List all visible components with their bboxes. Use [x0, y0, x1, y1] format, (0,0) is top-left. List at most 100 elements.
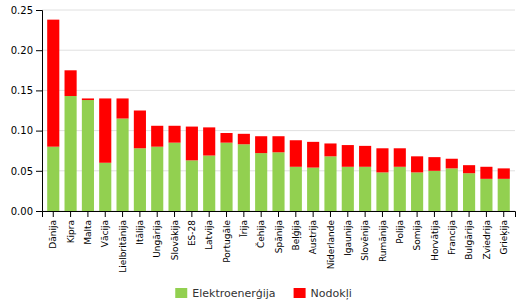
x-tick-label: Itālija: [135, 220, 145, 245]
bar: [168, 143, 180, 211]
x-tick-mark: [330, 211, 331, 217]
bar: [203, 156, 215, 211]
bar: [480, 179, 492, 211]
x-tick-mark: [382, 211, 383, 217]
bar: [117, 98, 129, 118]
bar: [151, 147, 163, 211]
bar: [359, 146, 371, 167]
y-tick-label: 0.20: [11, 45, 33, 56]
bar: [446, 168, 458, 211]
y-tick-mark: [36, 90, 42, 91]
x-tick-mark: [417, 211, 418, 217]
y-tick-label: 0.25: [11, 5, 33, 16]
x-tick-label: Somija: [412, 220, 422, 251]
x-tick-label: Spānija: [274, 220, 284, 253]
x-tick-mark: [451, 211, 452, 217]
bar: [47, 20, 59, 147]
y-tick-mark: [36, 171, 42, 172]
x-tick-mark: [87, 211, 88, 217]
bar: [428, 157, 440, 171]
x-tick-mark: [486, 211, 487, 217]
y-tick-label: 0.00: [11, 206, 33, 217]
series-bars: [47, 20, 510, 179]
x-tick: Spānija: [274, 211, 284, 253]
bar: [394, 167, 406, 211]
y-tick: 0.10: [11, 125, 42, 136]
bar: [498, 168, 510, 178]
x-tick-mark: [139, 211, 140, 217]
bar: [394, 148, 406, 166]
y-tick-label: 0.05: [11, 166, 33, 177]
x-tick: Slovākija: [170, 211, 180, 260]
x-axis: DānijaKipraMaltaVācijaLielbritānijaItāli…: [43, 211, 516, 273]
bar: [82, 100, 94, 211]
y-tick-mark: [36, 131, 42, 132]
bar: [151, 126, 163, 147]
grid-line: [42, 130, 515, 131]
y-tick: 0.00: [11, 206, 42, 217]
bar: [99, 98, 111, 162]
bar: [117, 119, 129, 211]
bar: [220, 133, 232, 143]
x-tick-mark: [295, 211, 296, 217]
bar: [238, 134, 250, 144]
bar: [428, 171, 440, 211]
x-tick: Ungārija: [152, 211, 162, 258]
bar: [168, 126, 180, 143]
bar: [99, 163, 111, 211]
y-tick-label: 0.15: [11, 85, 33, 96]
x-tick: Austrija: [308, 211, 318, 254]
bar: [134, 111, 146, 149]
bar: [255, 136, 267, 153]
legend-label: Nodokļi: [311, 287, 352, 300]
bar: [186, 160, 198, 211]
x-tick-label: Portugāle: [222, 220, 232, 263]
x-tick: Beļģija: [291, 211, 302, 250]
x-tick-mark: [191, 211, 192, 217]
x-tick: Igaunija: [343, 211, 353, 256]
bar: [307, 142, 319, 168]
bar: [463, 165, 475, 173]
x-tick: Dānija: [48, 211, 58, 249]
bar: [220, 143, 232, 211]
x-tick-mark: [313, 211, 314, 217]
x-tick: Bulgārija: [464, 211, 474, 260]
x-tick: Grieķija: [499, 211, 510, 254]
x-tick-mark: [226, 211, 227, 217]
x-tick-label: Slovākija: [170, 220, 180, 260]
grid-line: [42, 90, 515, 91]
bar: [342, 167, 354, 211]
x-tick-mark: [53, 211, 54, 217]
y-tick-mark: [36, 50, 42, 51]
x-tick-mark: [174, 211, 175, 217]
bar: [134, 148, 146, 211]
x-tick: Īrija: [239, 211, 249, 237]
x-tick-label: Latvija: [204, 220, 214, 250]
x-tick-mark: [503, 211, 504, 217]
x-tick-label: Grieķija: [499, 220, 510, 254]
bar: [342, 145, 354, 167]
x-tick: Nīderlande: [326, 211, 336, 269]
chart: 0.00 0.05 0.10 0.15 0.20 0.25 Dānija Kipra Malta…: [0, 0, 527, 303]
x-tick-mark: [434, 211, 435, 217]
x-tick-mark: [365, 211, 366, 217]
legend-item: Elektroenerģija: [175, 287, 275, 300]
x-tick-label: Bulgārija: [464, 220, 474, 260]
x-tick: Malta: [83, 211, 93, 245]
x-tick: Rumānija: [378, 211, 388, 262]
bar: [376, 148, 388, 172]
x-tick-label: Čehija: [255, 220, 266, 248]
x-tick-label: Horvātija: [430, 220, 440, 261]
plot: 0.00 0.05 0.10 0.15 0.20 0.25 Dānija Kipra Malta…: [11, 5, 516, 273]
x-tick-mark: [347, 211, 348, 217]
x-tick-label: Īrija: [239, 220, 249, 237]
x-tick-label: Kipra: [66, 220, 76, 243]
x-tick-mark: [105, 211, 106, 217]
x-axis-line: [43, 212, 516, 218]
legend-swatch: [175, 288, 187, 298]
x-tick-mark: [157, 211, 158, 217]
legend-swatch: [294, 288, 306, 298]
x-tick: Kipra: [66, 211, 76, 243]
x-tick: Francija: [447, 211, 457, 255]
x-tick-label: Lielbritānija: [118, 220, 128, 273]
